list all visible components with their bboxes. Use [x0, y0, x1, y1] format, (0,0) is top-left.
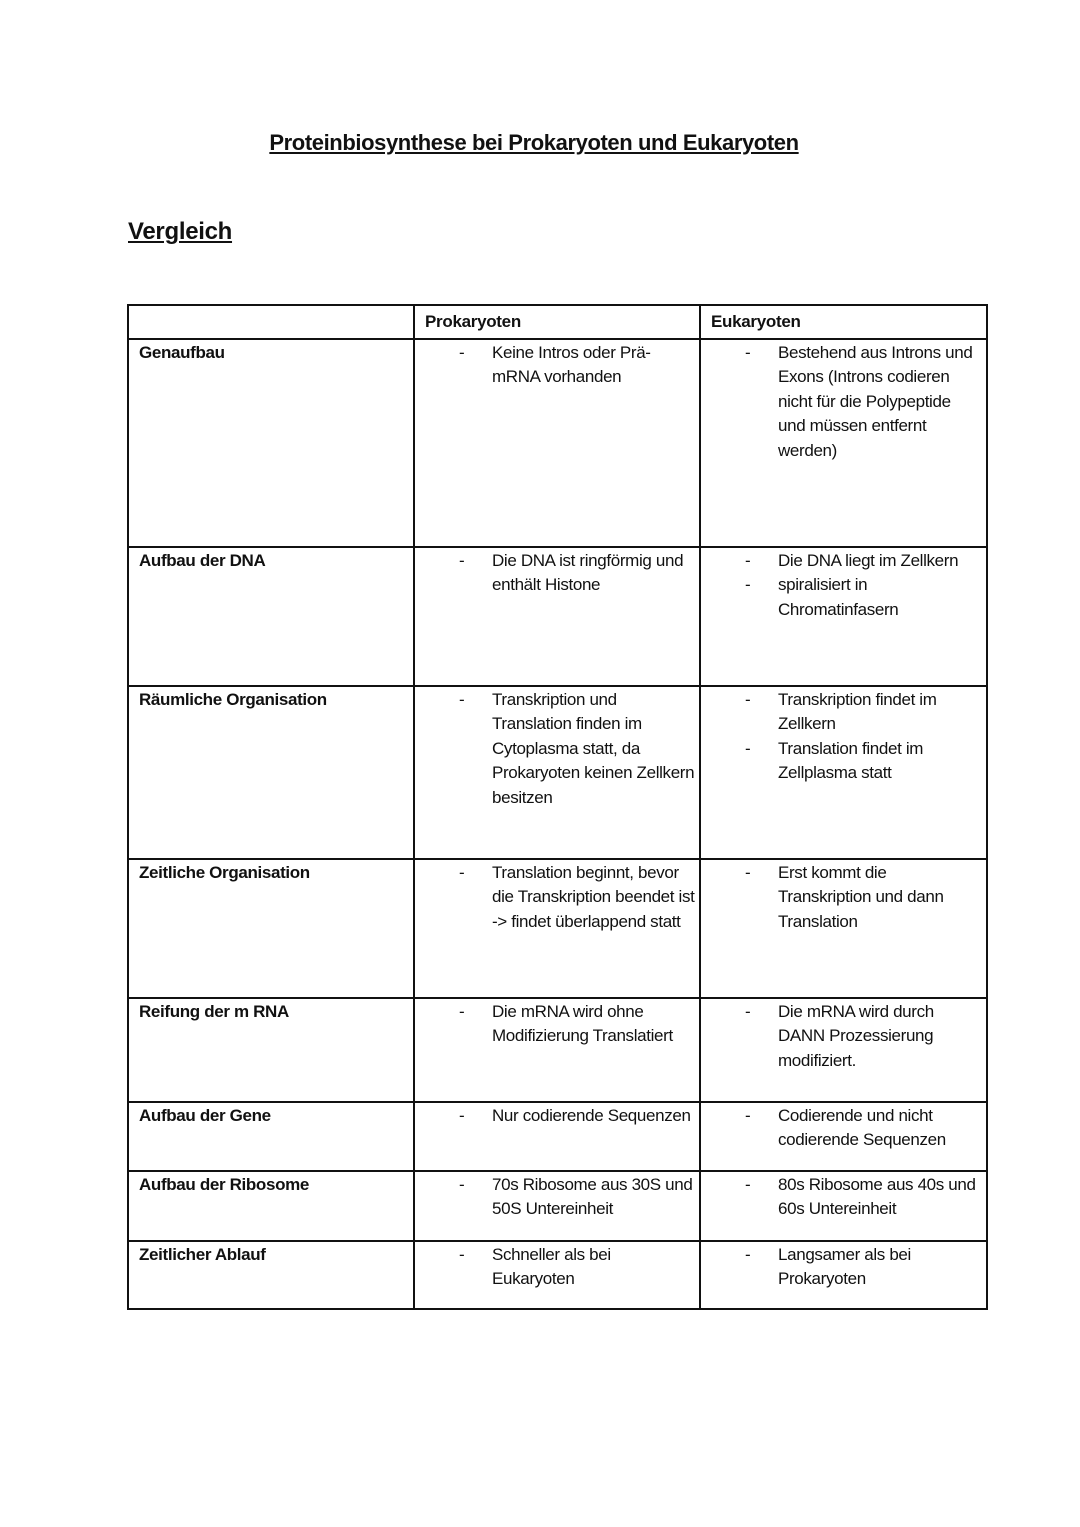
cell-eukaryoten: - Erst kommt die Transkription und dann T…	[699, 858, 988, 999]
item-text: Schneller als bei Eukaryoten	[492, 1245, 611, 1289]
bullet-dash: -	[459, 1106, 465, 1125]
bullet-dash: -	[745, 738, 751, 758]
bullet-dash: -	[459, 1245, 465, 1264]
cell-prokaryoten: - Nur codierende Sequenzen	[413, 1101, 701, 1172]
bullet-dash: -	[745, 343, 751, 362]
bullet-dash: -	[745, 690, 751, 709]
cell-prokaryoten: - Keine Intros oder Prä-mRNA vorhanden	[413, 338, 701, 548]
bullet-dash: -	[745, 1002, 751, 1021]
bullet-dash: -	[459, 863, 465, 882]
row-label: Aufbau der Gene	[127, 1101, 415, 1172]
list-item: - Keine Intros oder Prä-mRNA vorhanden	[415, 341, 695, 390]
page-title: Proteinbiosynthese bei Prokaryoten und E…	[269, 130, 799, 155]
list-item: - Die mRNA wird durch DANN Prozessierung …	[701, 1000, 982, 1073]
bullet-dash: -	[745, 1106, 751, 1125]
row-label: Räumliche Organisation	[127, 685, 415, 860]
list-item: - Die mRNA wird ohne Modifizierung Transl…	[415, 1000, 695, 1049]
item-text: Nur codierende Sequenzen	[492, 1106, 691, 1125]
table-row: Zeitlicher Ablauf - Schneller als bei Euka…	[127, 1240, 988, 1310]
table-row: Genaufbau - Keine Intros oder Prä-mRNA vor…	[127, 338, 988, 548]
row-label: Reifung der m RNA	[127, 997, 415, 1103]
header-prokaryoten: Prokaryoten	[413, 304, 701, 340]
table-row: Räumliche Organisation - Transkription und…	[127, 685, 988, 860]
bullet-dash: -	[459, 551, 465, 570]
table-row: Aufbau der DNA - Die DNA ist ringförmig un…	[127, 546, 988, 687]
list-item: - Die DNA ist ringförmig und enthält Hist…	[415, 549, 695, 598]
item-text: Translation findet im Zellplasma statt	[778, 738, 924, 783]
item-text: Erst kommt die Transkription und dann Tr…	[778, 863, 944, 931]
list-item: - Translation beginnt, bevor die Transkri…	[415, 861, 695, 934]
item-text: Langsamer als bei Prokaryoten	[778, 1245, 911, 1289]
table-row: Aufbau der Gene - Nur codierende Sequenzen…	[127, 1101, 988, 1172]
list-item: - Die DNA liegt im Zellkern	[701, 549, 982, 573]
list-item: - Nur codierende Sequenzen	[415, 1104, 695, 1128]
item-text: 70s Ribosome aus 30S und 50S Untereinhei…	[492, 1175, 693, 1219]
item-text: 80s Ribosome aus 40s und 60s Untereinhei…	[778, 1175, 976, 1219]
row-label: Zeitlicher Ablauf	[127, 1240, 415, 1310]
cell-eukaryoten: - Die DNA liegt im Zellkern - spiralisiert …	[699, 546, 988, 687]
list-item: - Bestehend aus Introns und Exons (Intron…	[701, 341, 982, 463]
list-item: - Transkription findet im Zellkern	[701, 688, 982, 737]
row-label: Genaufbau	[127, 338, 415, 548]
cell-eukaryoten: - Codierende und nicht codierende Sequenz…	[699, 1101, 988, 1172]
list-item: - Langsamer als bei Prokaryoten	[701, 1243, 982, 1292]
bullet-dash: -	[459, 690, 465, 709]
cell-prokaryoten: - Transkription und Translation finden im…	[413, 685, 701, 860]
item-text: Die DNA liegt im Zellkern	[778, 551, 959, 570]
list-item: - Codierende und nicht codierende Sequenz…	[701, 1104, 982, 1153]
item-text: Keine Intros oder Prä-mRNA vorhanden	[492, 343, 651, 387]
item-text: Transkription findet im Zellkern	[778, 690, 937, 734]
section-heading: Vergleich	[128, 218, 233, 245]
item-text: Die DNA ist ringförmig und enthält Histo…	[492, 551, 684, 595]
cell-prokaryoten: - Die DNA ist ringförmig und enthält Hist…	[413, 546, 701, 687]
cell-eukaryoten: - Langsamer als bei Prokaryoten	[699, 1240, 988, 1310]
cell-prokaryoten: - Die mRNA wird ohne Modifizierung Transl…	[413, 997, 701, 1103]
list-item: - spiralisiert in Chromatinfasern	[701, 573, 982, 622]
cell-eukaryoten: - Transkription findet im Zellkern - Trans…	[699, 685, 988, 860]
item-text: Codierende und nicht codierende Sequenze…	[778, 1106, 946, 1150]
item-text: Die mRNA wird ohne Modifizierung Transla…	[492, 1002, 673, 1046]
item-text: Translation beginnt, bevor die Transkrip…	[492, 863, 695, 931]
bullet-dash: -	[745, 863, 751, 882]
bullet-dash: -	[459, 343, 465, 362]
cell-prokaryoten: - Schneller als bei Eukaryoten	[413, 1240, 701, 1310]
table-row: Aufbau der Ribosome - 70s Ribosome aus 30S…	[127, 1170, 988, 1242]
cell-eukaryoten: - Bestehend aus Introns und Exons (Intron…	[699, 338, 988, 548]
cell-prokaryoten: - 70s Ribosome aus 30S und 50S Untereinhe…	[413, 1170, 701, 1242]
cell-eukaryoten: - 80s Ribosome aus 40s und 60s Untereinhe…	[699, 1170, 988, 1242]
row-label: Aufbau der DNA	[127, 546, 415, 687]
bullet-dash: -	[745, 575, 751, 595]
table-header-row: Prokaryoten Eukaryoten	[127, 304, 988, 340]
table-row: Reifung der m RNA - Die mRNA wird ohne Mod…	[127, 997, 988, 1103]
bullet-dash: -	[745, 551, 751, 570]
header-eukaryoten: Eukaryoten	[699, 304, 988, 340]
cell-eukaryoten: - Die mRNA wird durch DANN Prozessierung …	[699, 997, 988, 1103]
bullet-dash: -	[459, 1175, 465, 1194]
list-item: - Erst kommt die Transkription und dann T…	[701, 861, 982, 934]
item-text: spiralisiert in Chromatinfasern	[778, 575, 899, 619]
list-item: - 80s Ribosome aus 40s und 60s Untereinhe…	[701, 1173, 982, 1222]
list-item: - Translation findet im Zellplasma statt	[701, 737, 982, 786]
table-row: Zeitliche Organisation - Translation begin…	[127, 858, 988, 999]
item-text: Transkription und Translation finden im …	[492, 690, 695, 807]
row-label: Zeitliche Organisation	[127, 858, 415, 999]
bullet-dash: -	[745, 1245, 751, 1264]
cell-prokaryoten: - Translation beginnt, bevor die Transkri…	[413, 858, 701, 999]
bullet-dash: -	[745, 1175, 751, 1194]
list-item: - Transkription und Translation finden im…	[415, 688, 695, 810]
list-item: - 70s Ribosome aus 30S und 50S Untereinhe…	[415, 1173, 695, 1222]
row-label: Aufbau der Ribosome	[127, 1170, 415, 1242]
item-text: Bestehend aus Introns und Exons (Introns…	[778, 343, 973, 460]
comparison-table: Prokaryoten Eukaryoten Genaufbau - Keine I…	[127, 304, 988, 1310]
header-empty	[127, 304, 415, 340]
bullet-dash: -	[459, 1002, 465, 1021]
item-text: Die mRNA wird durch DANN Prozessierung m…	[778, 1002, 934, 1070]
list-item: - Schneller als bei Eukaryoten	[415, 1243, 695, 1292]
